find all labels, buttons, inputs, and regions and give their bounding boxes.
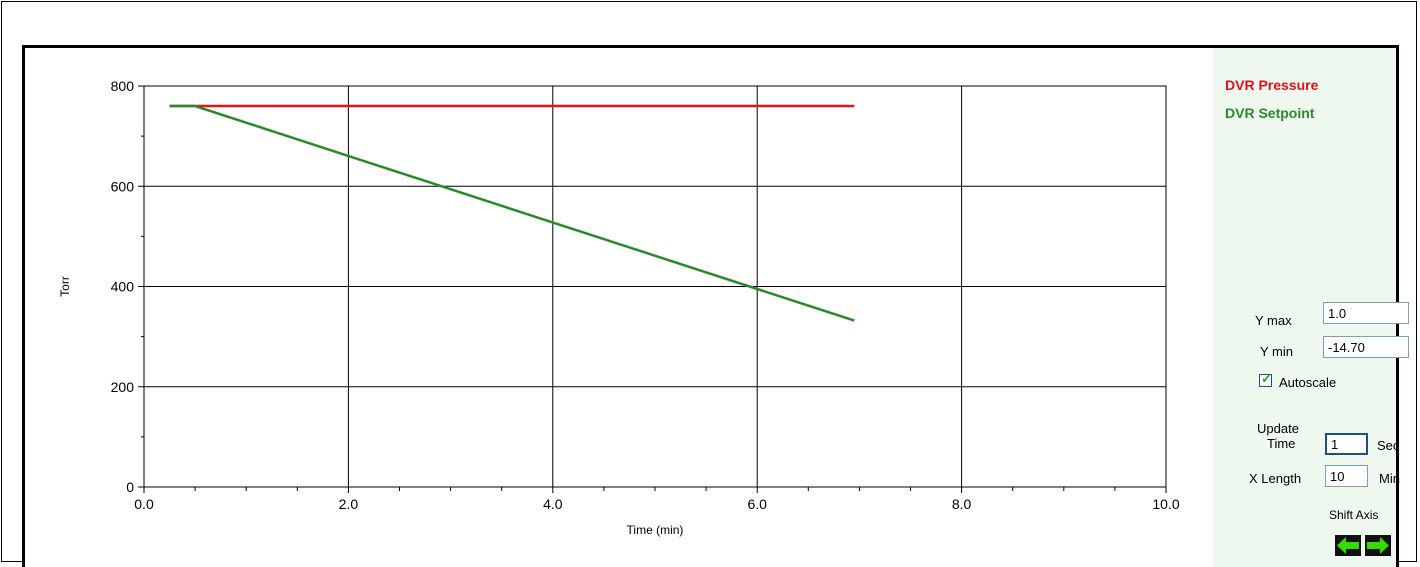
arrow-right-icon[interactable] — [1365, 535, 1391, 556]
y-tick-label: 0 — [126, 479, 134, 495]
update-time-label-line1: Update — [1257, 421, 1299, 436]
autoscale-label: Autoscale — [1279, 375, 1337, 390]
x-tick-label: 0.0 — [134, 496, 154, 512]
x-tick-label: 2.0 — [339, 496, 359, 512]
x-tick-label: 8.0 — [952, 496, 972, 512]
update-time-input[interactable] — [1325, 433, 1368, 455]
ymin-label: Y min — [1260, 344, 1293, 359]
ymax-label: Y max — [1255, 313, 1292, 328]
x-length-unit: Min — [1379, 471, 1400, 486]
line-chart: 0.0 2.0 4.0 6.0 8.0 10.0 0 200 400 600 800 Time (mi… — [58, 78, 1180, 537]
x-tick-label: 6.0 — [747, 496, 767, 512]
plot-area: 0.0 2.0 4.0 6.0 8.0 10.0 0 200 400 600 800 Time (mi… — [25, 48, 1213, 567]
ymin-input[interactable] — [1323, 336, 1409, 358]
update-time-unit: Sec — [1377, 438, 1400, 453]
x-length-input[interactable] — [1325, 465, 1368, 487]
arrow-left-icon[interactable] — [1335, 535, 1361, 556]
x-axis-label: Time (min) — [627, 523, 684, 537]
autoscale-checkbox[interactable]: ✓ — [1259, 371, 1272, 387]
shift-axis-label: Shift Axis — [1329, 508, 1379, 522]
x-tick-label: 4.0 — [543, 496, 563, 512]
y-tick-label: 400 — [111, 279, 135, 295]
chart-side-panel: DVR Pressure DVR Setpoint Y max Y min ✓ … — [1213, 48, 1409, 567]
series-line-dvr-setpoint — [169, 104, 855, 322]
legend-dvr-pressure: DVR Pressure — [1225, 77, 1319, 93]
y-axis-label: Torr — [58, 276, 72, 297]
y-tick-label: 600 — [111, 178, 135, 194]
x-length-label: X Length — [1249, 471, 1302, 486]
x-tick-label: 10.0 — [1152, 496, 1179, 512]
update-time-label-line2: Time — [1267, 436, 1296, 451]
y-tick-label: 800 — [111, 78, 135, 94]
chart-panel: 0.0 2.0 4.0 6.0 8.0 10.0 0 200 400 600 800 Time (mi… — [22, 45, 1409, 567]
y-tick-label: 200 — [111, 379, 135, 395]
legend-dvr-setpoint: DVR Setpoint — [1225, 105, 1315, 121]
check-icon: ✓ — [1261, 371, 1272, 386]
ymax-input[interactable] — [1323, 302, 1409, 324]
